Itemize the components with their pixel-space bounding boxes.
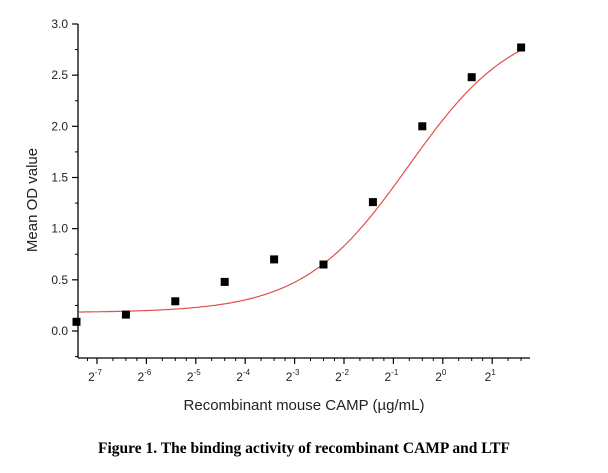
y-tick-label: 3.0 xyxy=(51,17,68,31)
data-point xyxy=(270,255,279,264)
data-point xyxy=(467,73,476,82)
data-point xyxy=(319,260,328,269)
x-tick-label: 2-1 xyxy=(384,368,398,384)
x-tick-label: 2-6 xyxy=(137,368,151,384)
data-point xyxy=(72,317,81,326)
data-point xyxy=(517,43,526,52)
data-point xyxy=(368,198,377,207)
fit-curve xyxy=(79,48,524,313)
data-point xyxy=(220,277,229,286)
data-point xyxy=(171,297,180,306)
y-tick-label: 0.0 xyxy=(51,324,68,338)
x-tick-label: 2-4 xyxy=(236,368,250,384)
data-point xyxy=(418,122,427,131)
x-tick-label: 20 xyxy=(435,368,447,384)
axes xyxy=(77,24,530,359)
data-point xyxy=(121,310,130,319)
x-tick-label: 2-3 xyxy=(286,368,300,384)
y-tick-label: 1.5 xyxy=(51,171,68,185)
y-tick-label: 2.0 xyxy=(51,119,68,133)
y-tick-label: 1.0 xyxy=(51,222,68,236)
chart: 0.0 0.5 1.0 1.5 2.0 2.5 3.0 2-7 2-6 2-5 2-4 2-3 2-2… xyxy=(24,17,530,414)
figure-caption: Figure 1. The binding activity of recomb… xyxy=(98,440,510,457)
y-ticks: 0.0 0.5 1.0 1.5 2.0 2.5 3.0 xyxy=(51,17,78,358)
x-tick-label: 21 xyxy=(485,368,497,384)
x-tick-label: 2-2 xyxy=(335,368,349,384)
x-tick-label: 2-5 xyxy=(187,368,201,384)
x-ticks: 2-7 2-6 2-5 2-4 2-3 2-2 2-1 20 21 xyxy=(86,358,522,384)
x-tick-label: 2-7 xyxy=(88,368,102,384)
x-axis-title: Recombinant mouse CAMP (µg/mL) xyxy=(184,397,425,414)
y-tick-label: 2.5 xyxy=(51,68,68,82)
data-points xyxy=(72,43,526,326)
y-tick-label: 0.5 xyxy=(51,273,68,287)
y-axis-title: Mean OD value xyxy=(24,148,41,252)
